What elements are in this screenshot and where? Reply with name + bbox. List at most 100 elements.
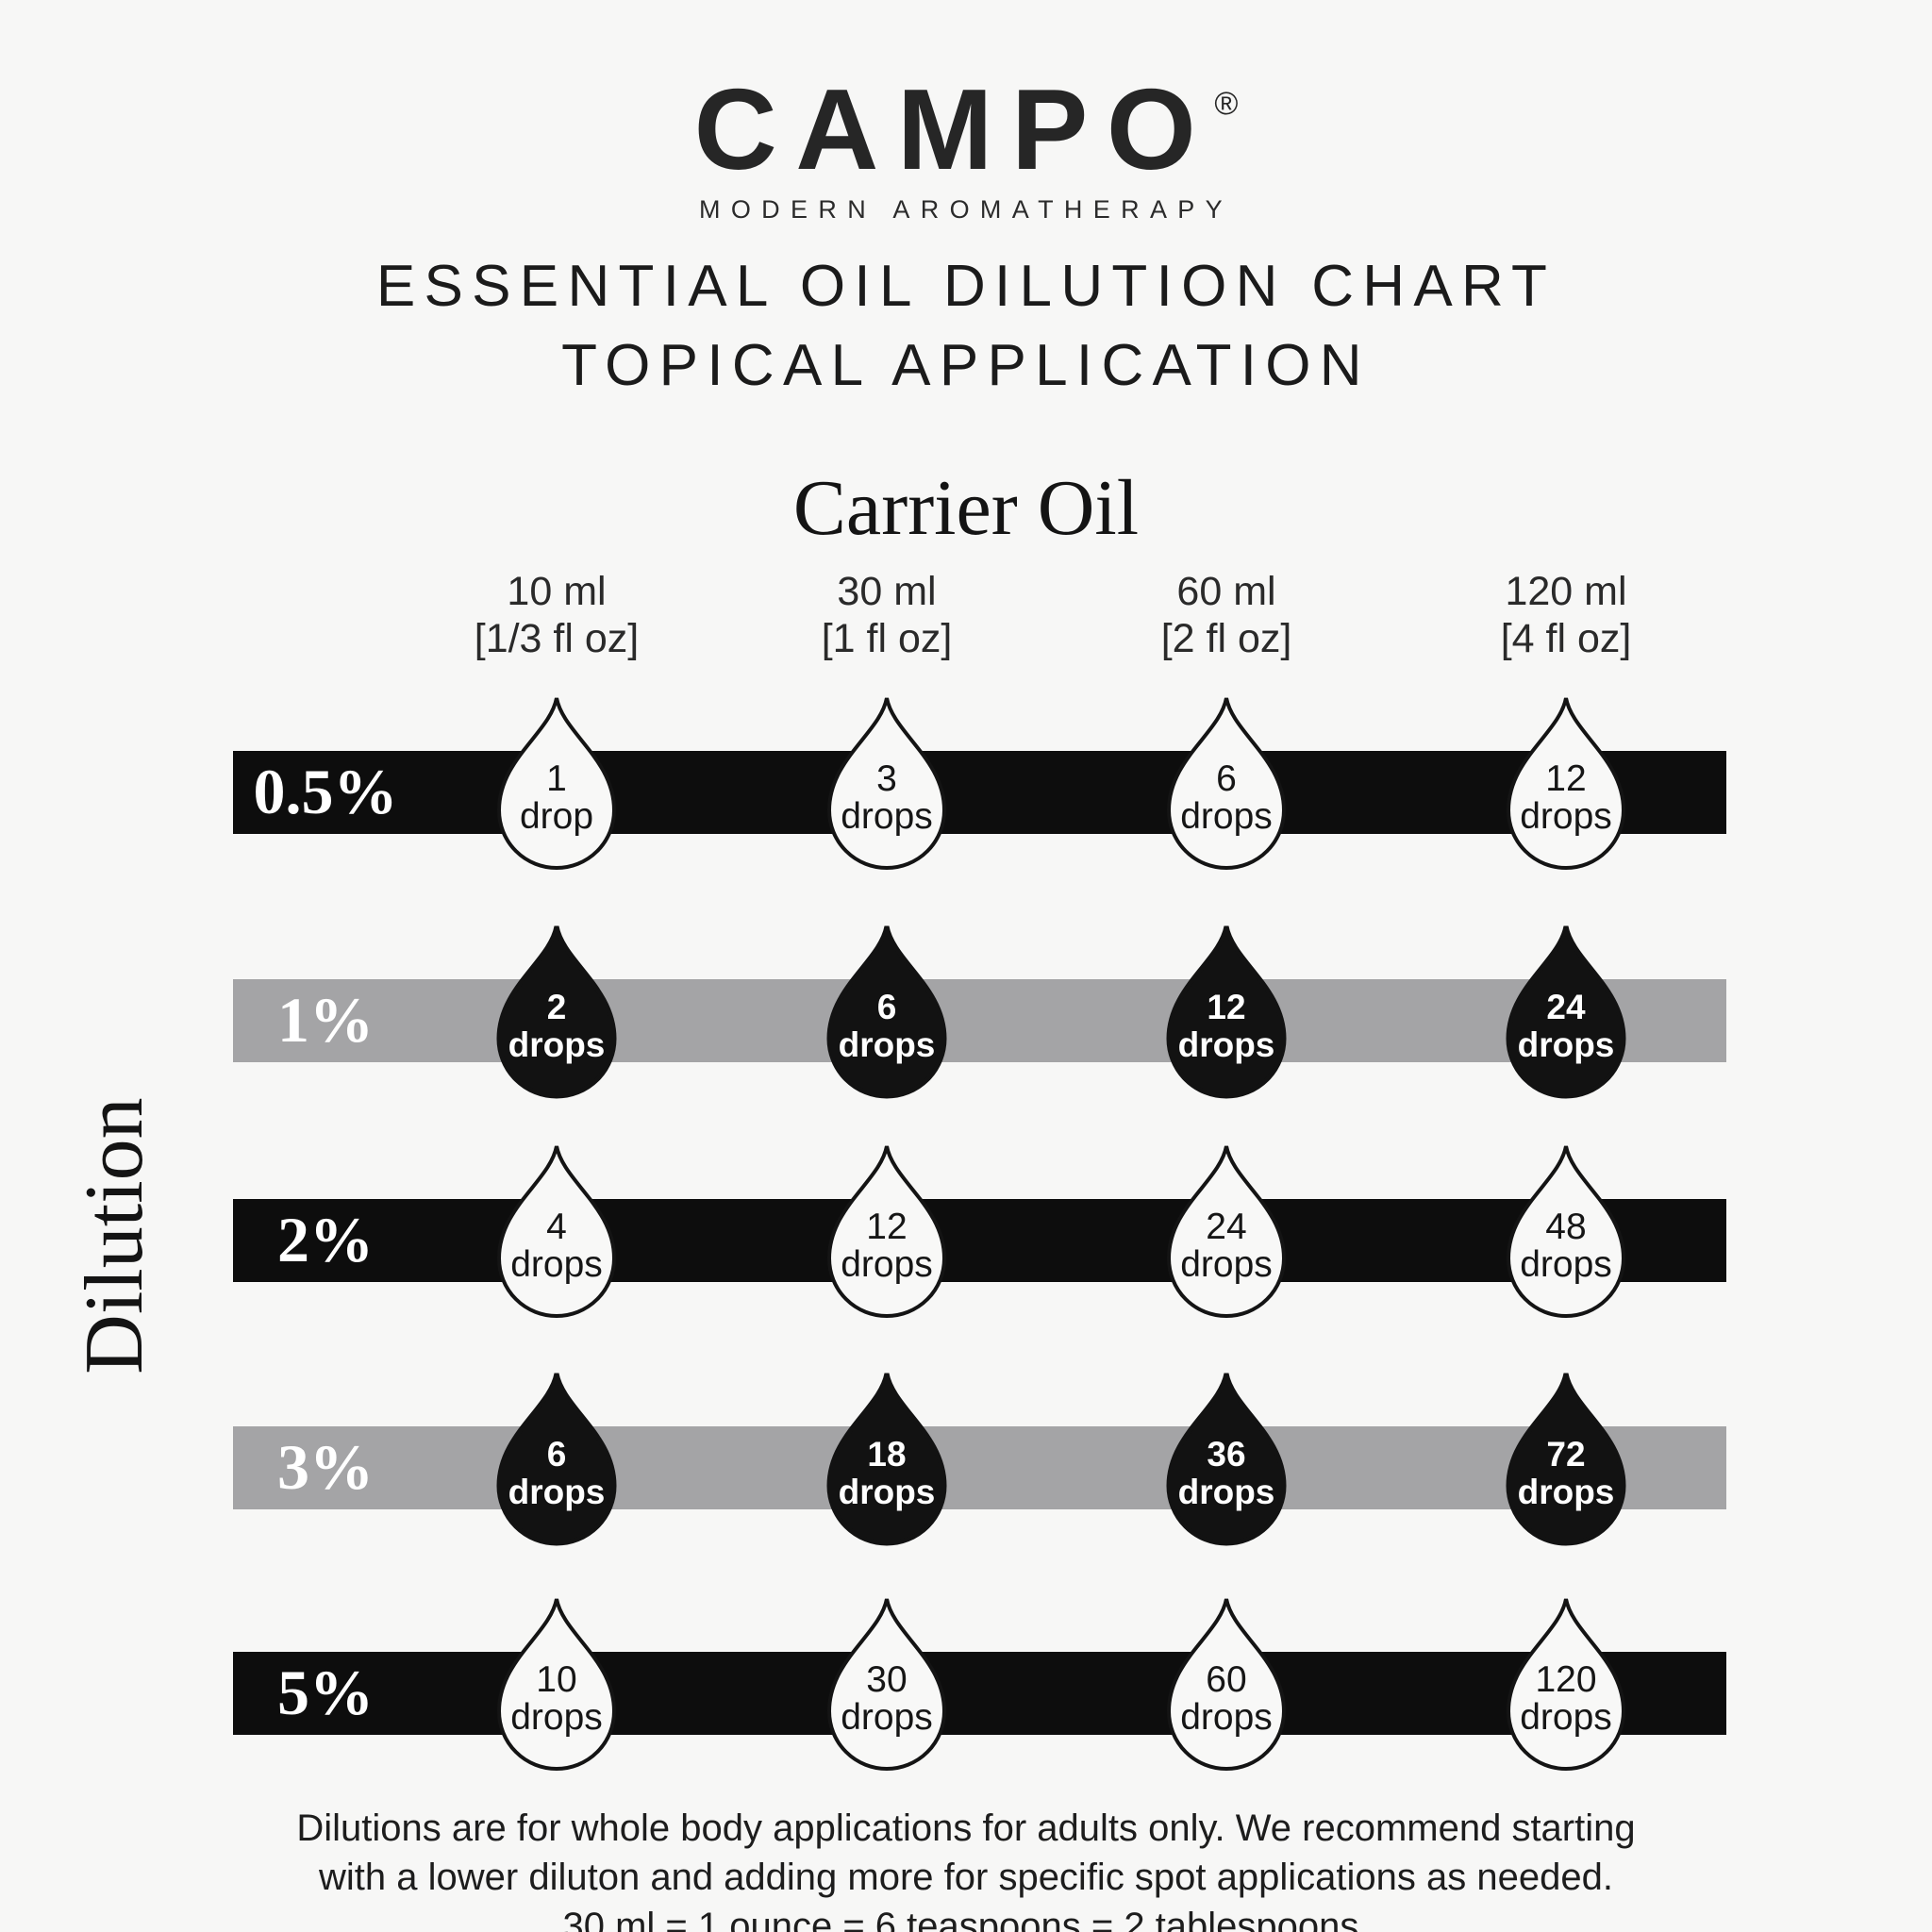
floz-label: [4 fl oz] <box>1500 616 1632 661</box>
dilution-row-bar-5: 5% <box>233 1652 1726 1735</box>
drop-cell: 4 drops <box>486 1143 627 1323</box>
water-drop-icon <box>496 1373 617 1546</box>
drop-unit: drops <box>508 1025 606 1064</box>
water-drop-icon <box>826 925 947 1099</box>
water-drop-icon <box>496 1145 617 1318</box>
drop-unit: drops <box>508 1473 606 1511</box>
drop-unit: drops <box>1517 1025 1615 1064</box>
column-header-120ml: 120 ml [4 fl oz] <box>1396 568 1736 662</box>
water-drop-icon <box>496 1598 617 1771</box>
percent-label: 5% <box>277 1657 374 1728</box>
volume-label: 30 ml <box>837 569 937 614</box>
drop-unit: drops <box>1180 1697 1273 1738</box>
drop-label: 72 drops <box>1481 1436 1651 1511</box>
drop-label: 12 drops <box>1481 760 1651 836</box>
drop-unit: drops <box>510 1244 603 1285</box>
drop-unit: drops <box>1180 796 1273 837</box>
drop-unit: drops <box>1520 796 1612 837</box>
drop-cell: 3 drops <box>816 695 958 874</box>
drop-value: 12 <box>1545 758 1587 799</box>
drop-value: 6 <box>1216 758 1237 799</box>
drop-value: 6 <box>546 1435 567 1474</box>
water-drop-icon <box>826 697 947 870</box>
drop-cell: 12 drops <box>816 1143 958 1323</box>
volume-label: 10 ml <box>507 569 607 614</box>
drop-label: 48 drops <box>1481 1208 1651 1284</box>
registered-mark: ® <box>1214 86 1239 122</box>
drop-unit: drops <box>838 1025 936 1064</box>
drop-cell: 12 drops <box>1495 695 1637 874</box>
drop-unit: drops <box>1520 1244 1612 1285</box>
drop-cell: 10 drops <box>486 1596 627 1775</box>
water-drop-icon <box>826 1145 947 1318</box>
footer-line-3: 30 ml = 1 ounce = 6 teaspoons = 2 tables… <box>562 1906 1370 1932</box>
drop-cell: 24 drops <box>1156 1143 1297 1323</box>
volume-label: 120 ml <box>1505 569 1627 614</box>
percent-label: 1% <box>277 984 374 1056</box>
drop-value: 48 <box>1545 1207 1587 1247</box>
percent-label: 2% <box>277 1204 374 1275</box>
floz-label: [1/3 fl oz] <box>474 616 640 661</box>
drop-label: 12 drops <box>802 1208 972 1284</box>
water-drop-icon <box>1166 925 1287 1099</box>
drop-value: 30 <box>866 1659 908 1700</box>
drop-cell: 6 drops <box>816 924 958 1103</box>
water-drop-icon <box>1166 1145 1287 1318</box>
drop-value: 60 <box>1206 1659 1247 1700</box>
drop-cell: 2 drops <box>486 924 627 1103</box>
drop-unit: drops <box>510 1697 603 1738</box>
drop-unit: drops <box>1520 1697 1612 1738</box>
drop-value: 4 <box>546 1207 567 1247</box>
drop-unit: drops <box>838 1473 936 1511</box>
percent-label: 3% <box>277 1431 374 1503</box>
dilution-axis-label: Dilution <box>69 1097 160 1374</box>
drop-label: 30 drops <box>802 1661 972 1737</box>
title-line-1: ESSENTIAL OIL DILUTION CHART <box>375 254 1557 319</box>
water-drop-icon <box>826 1373 947 1546</box>
drop-unit: drops <box>841 796 933 837</box>
drop-unit: drops <box>1177 1025 1275 1064</box>
water-drop-icon <box>1506 1598 1626 1771</box>
drop-unit: drops <box>1180 1244 1273 1285</box>
footer-line-1: Dilutions are for whole body application… <box>296 1807 1636 1849</box>
page-title: ESSENTIAL OIL DILUTION CHART TOPICAL APP… <box>0 247 1932 406</box>
drop-label: 36 drops <box>1141 1436 1311 1511</box>
drop-label: 12 drops <box>1141 989 1311 1064</box>
drop-cell: 6 drops <box>486 1371 627 1550</box>
footer-note: Dilutions are for whole body application… <box>0 1804 1932 1932</box>
drop-value: 6 <box>876 988 897 1026</box>
drop-value: 1 <box>546 758 567 799</box>
drop-cell: 1 drop <box>486 695 627 874</box>
water-drop-icon <box>1166 1598 1287 1771</box>
drop-cell: 60 drops <box>1156 1596 1297 1775</box>
drop-unit: drops <box>841 1244 933 1285</box>
carrier-oil-heading: Carrier Oil <box>792 464 1140 552</box>
water-drop-icon <box>1166 697 1287 870</box>
drop-value: 12 <box>866 1207 908 1247</box>
drop-label: 6 drops <box>472 1436 641 1511</box>
drop-label: 18 drops <box>802 1436 972 1511</box>
dilution-row-bar-1: 1% <box>233 979 1726 1062</box>
column-header-10ml: 10 ml [1/3 fl oz] <box>387 568 726 662</box>
water-drop-icon <box>1506 1145 1626 1318</box>
drop-label: 3 drops <box>802 760 972 836</box>
drop-cell: 36 drops <box>1156 1371 1297 1550</box>
brand-name: CAMPO® <box>0 47 1932 187</box>
drop-value: 18 <box>867 1435 907 1474</box>
drop-cell: 72 drops <box>1495 1371 1637 1550</box>
water-drop-icon <box>1506 1373 1626 1546</box>
drop-value: 3 <box>876 758 897 799</box>
drop-label: 6 drops <box>802 989 972 1064</box>
drop-label: 24 drops <box>1141 1208 1311 1284</box>
drop-cell: 6 drops <box>1156 695 1297 874</box>
drop-cell: 12 drops <box>1156 924 1297 1103</box>
title-line-2: TOPICAL APPLICATION <box>561 333 1371 398</box>
percent-label: 0.5% <box>253 756 398 827</box>
drop-unit: drops <box>841 1697 933 1738</box>
drop-value: 120 <box>1535 1659 1597 1700</box>
drop-label: 1 drop <box>472 760 641 836</box>
dilution-row-bar-0.5: 0.5% <box>233 751 1726 834</box>
drop-value: 36 <box>1207 1435 1246 1474</box>
drop-label: 24 drops <box>1481 989 1651 1064</box>
